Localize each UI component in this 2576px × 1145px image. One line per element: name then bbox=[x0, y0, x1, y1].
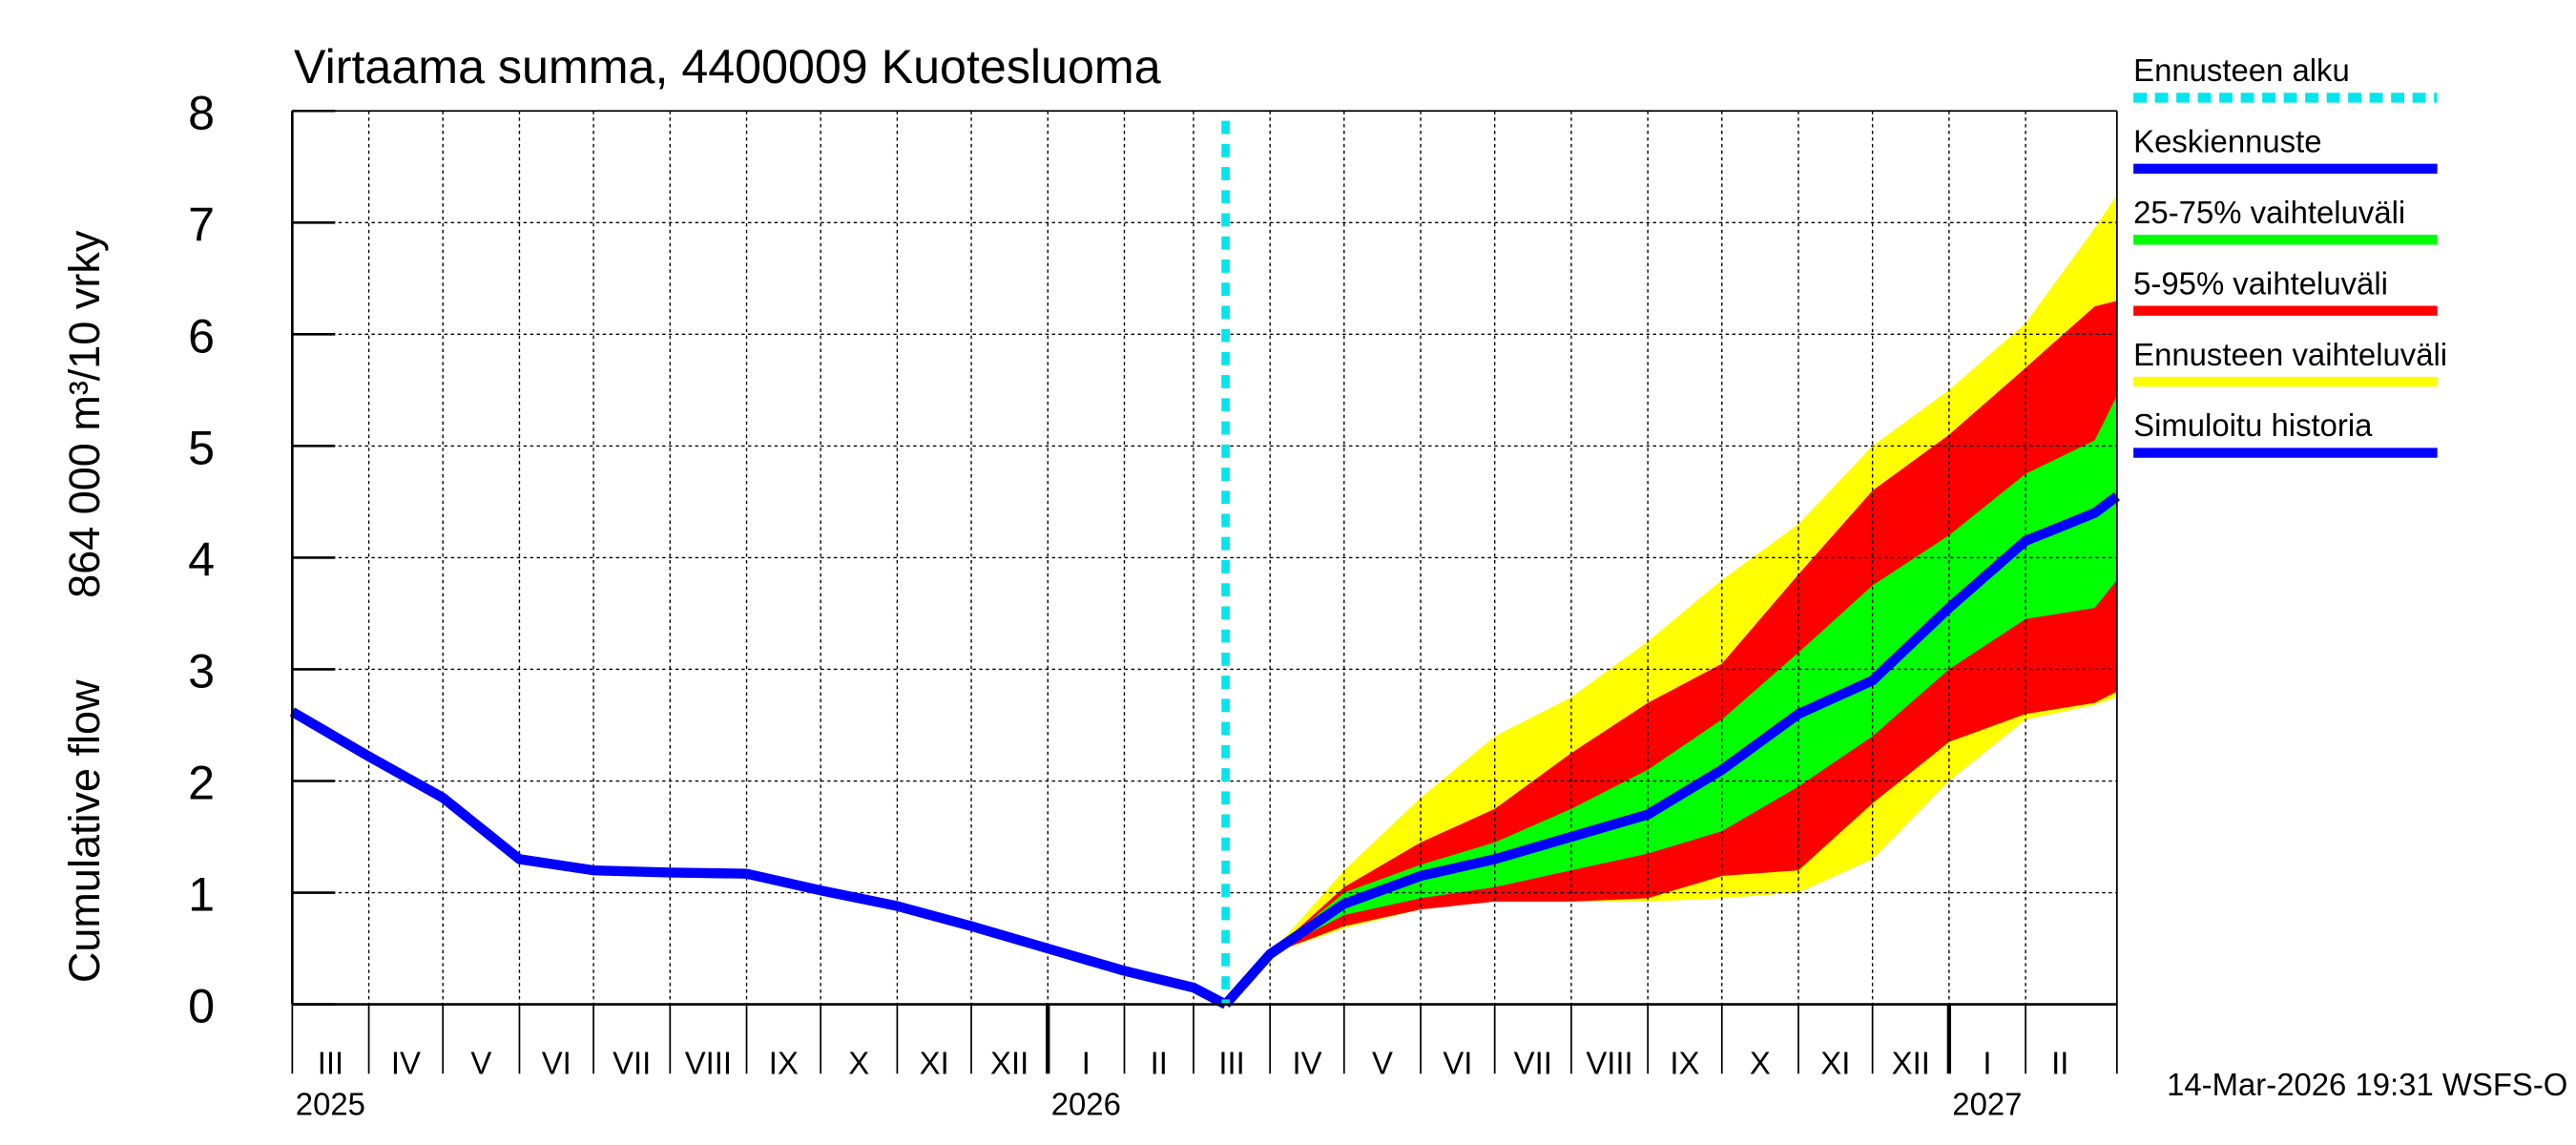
x-tick-label: V bbox=[1372, 1045, 1393, 1080]
x-tick-label: I bbox=[1082, 1045, 1091, 1080]
x-tick-label: IX bbox=[769, 1045, 799, 1080]
x-tick-label: VIII bbox=[1586, 1045, 1632, 1080]
x-tick-label: XII bbox=[990, 1045, 1028, 1080]
y-axis-label: Cumulative flow bbox=[60, 679, 109, 983]
y-tick-label: 4 bbox=[188, 532, 215, 586]
x-tick-label: II bbox=[2051, 1045, 2068, 1080]
year-label: 2027 bbox=[1952, 1087, 2022, 1122]
year-label: 2025 bbox=[296, 1087, 365, 1122]
x-tick-label: XI bbox=[920, 1045, 949, 1080]
x-tick-label: VI bbox=[542, 1045, 571, 1080]
x-tick-label: V bbox=[470, 1045, 491, 1080]
y-tick-label: 5 bbox=[188, 421, 215, 474]
y-tick-label: 2 bbox=[188, 757, 215, 810]
x-tick-label: IV bbox=[391, 1045, 421, 1080]
legend-label: Keskiennuste bbox=[2133, 124, 2321, 159]
footer: 14-Mar-2026 19:31 WSFS-O bbox=[2167, 1067, 2567, 1102]
x-tick-label: X bbox=[848, 1045, 869, 1080]
x-tick-label: XII bbox=[1892, 1045, 1930, 1080]
x-tick-label: II bbox=[1151, 1045, 1168, 1080]
legend-label: Ennusteen vaihteluväli bbox=[2133, 337, 2447, 372]
x-tick-label: III bbox=[1218, 1045, 1244, 1080]
y-tick-label: 7 bbox=[188, 198, 215, 251]
x-tick-label: VII bbox=[1514, 1045, 1552, 1080]
x-tick-label: VII bbox=[613, 1045, 651, 1080]
x-tick-label: III bbox=[318, 1045, 343, 1080]
series-line bbox=[1221, 491, 2120, 1009]
legend-label: 25-75% vaihteluväli bbox=[2133, 195, 2405, 230]
x-tick-label: VIII bbox=[685, 1045, 732, 1080]
y-axis-label: 864 000 m³/10 vrky bbox=[60, 230, 109, 598]
legend-label: Ennusteen alku bbox=[2133, 52, 2350, 88]
y-tick-label: 6 bbox=[188, 309, 215, 363]
x-tick-label: XI bbox=[1820, 1045, 1850, 1080]
x-tick-label: IV bbox=[1292, 1045, 1321, 1080]
series-line bbox=[289, 707, 1228, 1010]
band-area bbox=[1225, 195, 2117, 1005]
y-tick-label: 3 bbox=[188, 645, 215, 698]
band-area bbox=[1225, 301, 2117, 1005]
x-tick-label: IX bbox=[1670, 1045, 1699, 1080]
y-tick-label: 8 bbox=[188, 86, 215, 139]
x-tick-label: VI bbox=[1443, 1045, 1472, 1080]
legend-label: Simuloitu historia bbox=[2133, 407, 2373, 443]
year-label: 2026 bbox=[1051, 1087, 1121, 1122]
y-tick-label: 1 bbox=[188, 868, 215, 922]
chart-title: Virtaama summa, 4400009 Kuotesluoma bbox=[294, 40, 1161, 94]
legend-label: 5-95% vaihteluväli bbox=[2133, 265, 2388, 301]
x-tick-label: I bbox=[1983, 1045, 1991, 1080]
x-tick-label: X bbox=[1750, 1045, 1771, 1080]
y-tick-label: 0 bbox=[188, 980, 215, 1033]
